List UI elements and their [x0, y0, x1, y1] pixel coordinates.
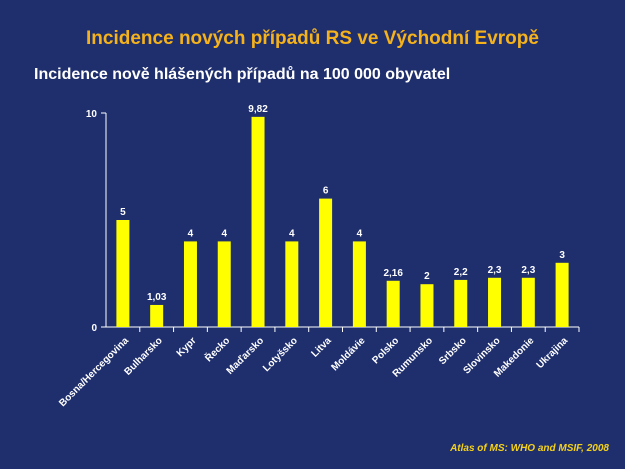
value-label: 4: [221, 228, 227, 239]
value-label: 2: [424, 271, 430, 282]
value-label: 2,3: [488, 265, 502, 276]
chart-subtitle: Incidence nově hlášených případů na 100 …: [34, 66, 451, 83]
value-label: 9,82: [248, 104, 268, 115]
category-label: Kypr: [175, 335, 199, 359]
category-label: Řecko: [202, 334, 232, 364]
category-label: Maďarsko: [225, 335, 267, 377]
value-label: 2,3: [521, 265, 535, 276]
bar-0: [116, 220, 130, 327]
bar-8: [386, 280, 400, 327]
value-label: 3: [559, 250, 565, 261]
y-tick-label: 10: [86, 109, 98, 120]
value-label: 6: [323, 186, 329, 197]
bar-12: [521, 277, 535, 327]
value-label: 4: [357, 228, 363, 239]
bar-1: [150, 304, 164, 327]
bar-4: [251, 116, 265, 328]
y-tick-label: 0: [91, 323, 97, 334]
bar-13: [555, 262, 569, 327]
value-label: 2,2: [454, 267, 468, 278]
category-label: Bosna/Hercegovina: [57, 335, 131, 409]
value-label: 5: [120, 207, 126, 218]
bar-6: [319, 198, 333, 327]
bar-10: [454, 279, 468, 327]
bar-9: [420, 284, 434, 327]
category-label: Srbsko: [437, 335, 469, 367]
bar-7: [352, 241, 366, 327]
bar-5: [285, 241, 299, 327]
bar-2: [183, 241, 197, 327]
category-label: Moldávie: [329, 335, 367, 373]
category-label: Lotyšsko: [261, 335, 300, 374]
category-label: Ukrajina: [535, 335, 571, 371]
value-label: 4: [188, 228, 194, 239]
category-label: Litva: [309, 335, 334, 360]
value-label: 1,03: [147, 292, 167, 303]
category-label: Polsko: [370, 335, 401, 366]
chart-title: Incidence nových případů RS ve Východní …: [86, 28, 539, 49]
bar-3: [217, 241, 231, 327]
bar-11: [488, 277, 502, 327]
value-label: 2,16: [383, 268, 403, 279]
source-note: Atlas of MS: WHO and MSIF, 2008: [450, 443, 609, 454]
value-label: 4: [289, 228, 295, 239]
